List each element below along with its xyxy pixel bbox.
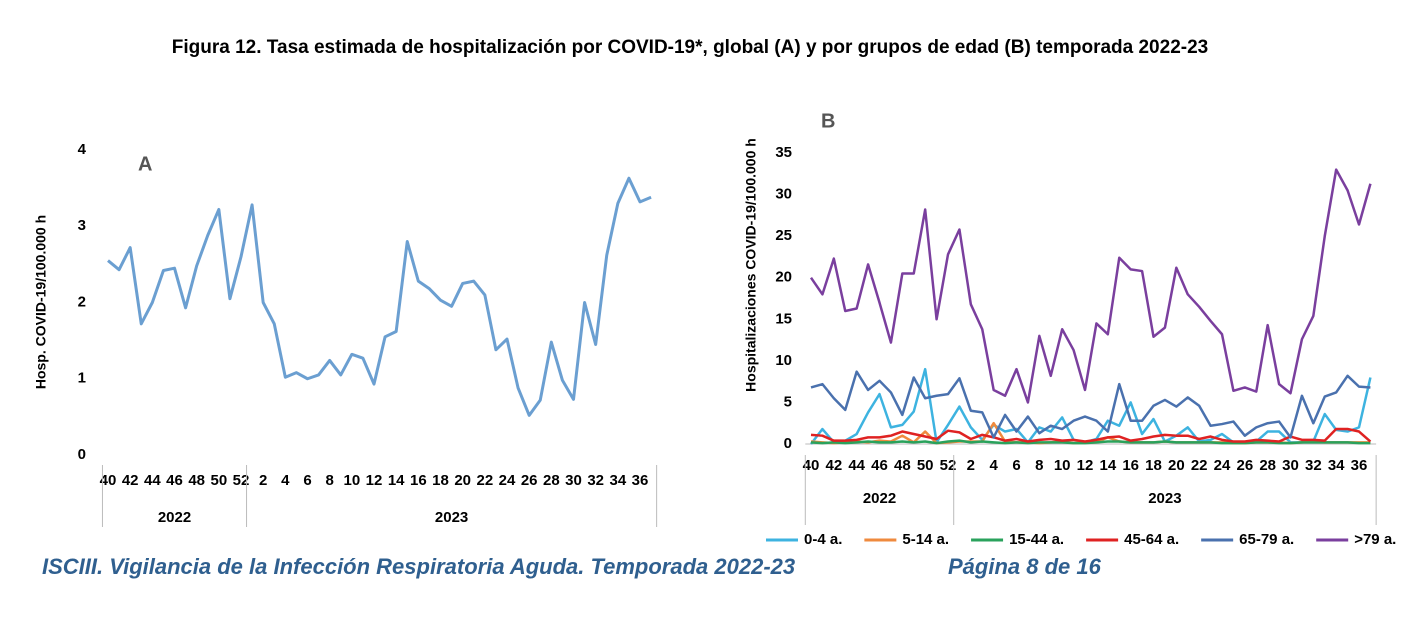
x-tick-label: 52 xyxy=(233,472,250,489)
x-tick-label: 28 xyxy=(543,472,560,489)
x-tick-label: 30 xyxy=(1282,457,1299,474)
x-tick-label: 40 xyxy=(803,457,820,474)
y-tick-label: 0 xyxy=(78,446,86,463)
legend-label: 5-14 a. xyxy=(902,531,949,548)
y-tick-label: 35 xyxy=(775,144,792,161)
x-tick-label: 14 xyxy=(1099,457,1116,474)
panel-label: A xyxy=(138,153,152,175)
x-group-label: 2022 xyxy=(158,509,191,526)
series-line xyxy=(810,370,1371,439)
x-tick-label: 22 xyxy=(1191,457,1208,474)
x-tick-label: 2 xyxy=(259,472,267,489)
series-line xyxy=(810,427,1372,443)
x-tick-label: 50 xyxy=(210,472,227,489)
x-tick-label: 2 xyxy=(967,457,975,474)
x-group-label: 2023 xyxy=(1148,490,1181,507)
x-tick-label: 34 xyxy=(609,472,626,489)
x-tick-label: 10 xyxy=(1054,457,1071,474)
legend-label: 65-79 a. xyxy=(1239,531,1294,548)
x-tick-label: 30 xyxy=(565,472,582,489)
x-tick-label: 16 xyxy=(1122,457,1139,474)
x-tick-label: 18 xyxy=(432,472,449,489)
footer-right: Página 8 de 16 xyxy=(948,554,1102,579)
x-tick-label: 44 xyxy=(144,472,161,489)
legend-label: >79 a. xyxy=(1354,531,1396,548)
legend-label: 0-4 a. xyxy=(804,531,842,548)
panel-label: B xyxy=(821,110,835,132)
data-line xyxy=(107,176,652,417)
y-tick-label: 3 xyxy=(78,217,86,234)
x-tick-label: 4 xyxy=(989,457,998,474)
x-tick-label: 10 xyxy=(343,472,360,489)
x-tick-label: 40 xyxy=(100,472,117,489)
x-tick-label: 4 xyxy=(281,472,290,489)
y-tick-label: 0 xyxy=(784,435,792,452)
y-tick-label: 10 xyxy=(775,352,792,369)
x-tick-label: 46 xyxy=(166,472,183,489)
x-tick-label: 14 xyxy=(388,472,405,489)
y-tick-label: 5 xyxy=(784,393,792,410)
y-tick-label: 15 xyxy=(775,310,792,327)
x-tick-label: 52 xyxy=(940,457,957,474)
y-tick-label: 2 xyxy=(78,293,86,310)
x-group-label: 2022 xyxy=(863,490,896,507)
y-tick-label: 1 xyxy=(78,370,86,387)
x-tick-label: 12 xyxy=(1077,457,1094,474)
x-tick-label: 8 xyxy=(325,472,333,489)
y-tick-label: 4 xyxy=(78,141,87,158)
x-tick-label: 12 xyxy=(366,472,383,489)
y-tick-label: 30 xyxy=(775,186,792,203)
y-tick-label: 25 xyxy=(775,227,792,244)
x-tick-label: 50 xyxy=(917,457,934,474)
footer-left: ISCIII. Vigilancia de la Infección Respi… xyxy=(42,554,795,579)
x-tick-label: 44 xyxy=(848,457,865,474)
x-tick-label: 8 xyxy=(1035,457,1043,474)
x-tick-label: 42 xyxy=(122,472,139,489)
x-tick-label: 36 xyxy=(1351,457,1368,474)
legend-label: 45-64 a. xyxy=(1124,531,1179,548)
x-tick-label: 26 xyxy=(1236,457,1253,474)
x-tick-label: 20 xyxy=(454,472,471,489)
x-tick-label: 24 xyxy=(1214,457,1231,474)
x-tick-label: 48 xyxy=(188,472,205,489)
x-tick-label: 34 xyxy=(1328,457,1345,474)
x-tick-label: 42 xyxy=(825,457,842,474)
figure-title: Figura 12. Tasa estimada de hospitalizac… xyxy=(172,37,1208,58)
x-tick-label: 46 xyxy=(871,457,888,474)
x-group-label: 2023 xyxy=(435,509,468,526)
series-line xyxy=(809,168,1372,404)
x-tick-label: 24 xyxy=(499,472,516,489)
x-tick-label: 16 xyxy=(410,472,427,489)
x-tick-label: 20 xyxy=(1168,457,1185,474)
y-axis-label: Hosp. COVID-19/100.000 h xyxy=(33,215,49,389)
x-tick-label: 18 xyxy=(1145,457,1162,474)
x-tick-label: 36 xyxy=(632,472,649,489)
x-tick-label: 48 xyxy=(894,457,911,474)
legend-label: 15-44 a. xyxy=(1009,531,1064,548)
x-tick-label: 28 xyxy=(1259,457,1276,474)
x-tick-label: 32 xyxy=(1305,457,1322,474)
y-tick-label: 20 xyxy=(775,269,792,286)
series-line xyxy=(810,439,1371,445)
x-tick-label: 26 xyxy=(521,472,538,489)
y-axis-label: Hospitalizaciones COVID-19/100.000 h xyxy=(743,138,759,392)
x-tick-label: 6 xyxy=(303,472,311,489)
x-tick-label: 6 xyxy=(1012,457,1020,474)
x-tick-label: 22 xyxy=(476,472,493,489)
x-tick-label: 32 xyxy=(587,472,604,489)
